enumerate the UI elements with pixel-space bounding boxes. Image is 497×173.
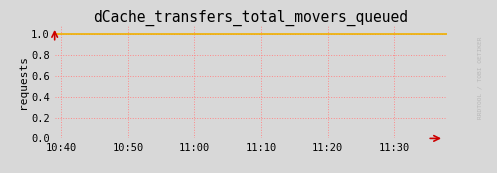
Y-axis label: requests: requests xyxy=(18,55,28,109)
Title: dCache_transfers_total_movers_queued: dCache_transfers_total_movers_queued xyxy=(93,10,409,26)
Text: RRDTOOL / TOBI OETIKER: RRDTOOL / TOBI OETIKER xyxy=(477,37,482,119)
